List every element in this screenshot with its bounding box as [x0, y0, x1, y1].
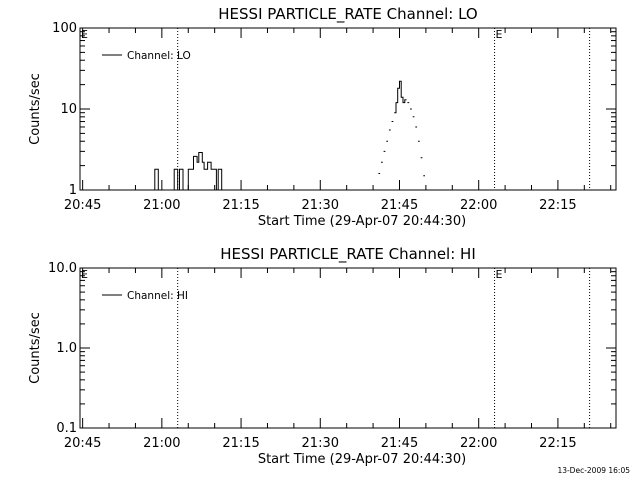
y-tick-label: 10.0: [48, 261, 77, 276]
x-tick-label: 21:45: [381, 198, 418, 213]
time-marker-label: E: [496, 268, 503, 281]
x-axis-label: Start Time (29-Apr-07 20:44:30): [258, 214, 466, 229]
plot-panel-2: HESSI PARTICLE_RATE Channel: HI 0.1 1.0 10.…: [28, 245, 617, 467]
legend-label: Channel: LO: [127, 50, 191, 62]
x-tick-label: 20:45: [64, 198, 101, 213]
x-tick-label: 21:00: [143, 198, 180, 213]
x-tick-label: 22:00: [460, 198, 497, 213]
generation-timestamp: 13-Dec-2009 16:05: [557, 466, 630, 475]
x-tick-label: 22:15: [539, 436, 576, 451]
x-tick-label: 21:30: [302, 436, 339, 451]
x-tick-label: 21:00: [143, 436, 180, 451]
x-axis-label: Start Time (29-Apr-07 20:44:30): [258, 452, 466, 467]
x-tick-label: 20:45: [64, 436, 101, 451]
x-tick-label: 21:30: [302, 198, 339, 213]
x-tick-label: 21:15: [222, 198, 259, 213]
series-line-channel-lo: [153, 80, 439, 191]
time-marker-label: E: [81, 28, 88, 41]
x-tick-label: 22:00: [460, 436, 497, 451]
legend-label: Channel: HI: [127, 290, 188, 302]
x-tick-label: 21:45: [381, 436, 418, 451]
chart-title: HESSI PARTICLE_RATE Channel: LO: [218, 5, 477, 24]
y-tick-label: 10: [60, 102, 77, 117]
chart-title: HESSI PARTICLE_RATE Channel: HI: [220, 245, 476, 264]
y-tick-label: 0.1: [56, 421, 77, 436]
x-tick-label: 22:15: [539, 198, 576, 213]
time-marker-label: E: [81, 268, 88, 281]
y-tick-label: 1.0: [56, 341, 77, 356]
time-marker-label: E: [496, 28, 503, 41]
y-tick-label: 100: [52, 21, 77, 36]
y-axis-label: Counts/sec: [28, 73, 43, 145]
y-axis-label: Counts/sec: [28, 312, 43, 384]
plot-panel-1: HESSI PARTICLE_RATE Channel: LO 1 10 100 20:…: [28, 5, 617, 229]
y-tick-label: 1: [69, 183, 77, 198]
x-tick-label: 21:15: [222, 436, 259, 451]
